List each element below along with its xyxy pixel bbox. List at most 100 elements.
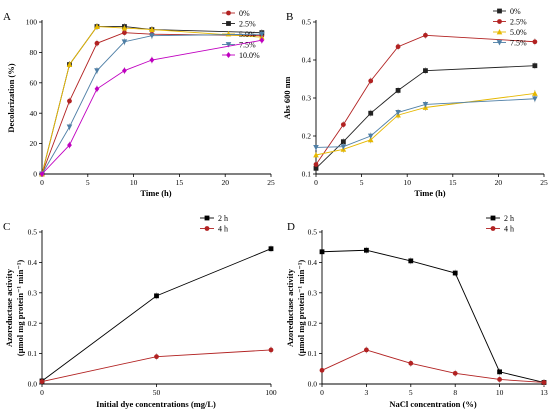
legend-marker: [204, 226, 210, 231]
data-point: [408, 360, 414, 366]
data-point: [122, 67, 127, 74]
legend-label: 2.5%: [510, 17, 527, 26]
x-tick-label: 25: [540, 178, 548, 187]
panel-letter: B: [286, 11, 293, 23]
legend-marker: [497, 8, 502, 14]
y-tick-label: 0.5: [28, 228, 38, 237]
legend-label: 0%: [239, 9, 250, 18]
series-line: [41, 26, 262, 175]
x-tick-label: 3: [365, 388, 369, 397]
y-tick-label: 0.1: [28, 349, 38, 358]
data-point: [94, 68, 100, 74]
data-point: [364, 247, 369, 253]
data-point: [340, 122, 346, 127]
data-point: [532, 63, 538, 69]
y-tick-label: 0: [33, 170, 37, 179]
data-point: [532, 39, 538, 45]
data-point: [149, 26, 155, 32]
panel-letter: D: [287, 221, 295, 233]
legend-label: 2 h: [218, 214, 228, 223]
x-tick-label: 15: [449, 178, 457, 187]
data-point: [313, 152, 319, 158]
y-tick-label: 0.3: [28, 288, 38, 297]
legend-marker: [496, 40, 503, 46]
data-point: [408, 258, 414, 264]
y-tick-label: 0.1: [308, 349, 318, 358]
legend-marker: [204, 215, 210, 221]
data-point: [364, 347, 369, 353]
x-tick-label: 25: [267, 178, 275, 187]
data-point: [541, 380, 547, 385]
y-tick-label: 0.2: [302, 132, 312, 141]
data-point: [319, 367, 325, 373]
x-tick-label: 20: [495, 178, 503, 187]
y-tick-label: 0.3: [308, 288, 318, 297]
y-tick-label: 0.4: [308, 258, 318, 267]
x-tick-label: 0: [314, 178, 318, 187]
data-point: [313, 145, 319, 151]
data-point: [422, 102, 429, 108]
series-line: [41, 39, 262, 175]
y-tick-label: 0.1: [302, 170, 312, 179]
legend-marker: [496, 29, 503, 35]
legend-marker: [497, 19, 502, 24]
data-point: [340, 144, 347, 150]
data-point: [368, 110, 374, 116]
data-point: [149, 57, 155, 63]
legend-marker: [226, 21, 231, 26]
data-point: [121, 25, 128, 31]
x-tick-label: 20: [221, 178, 229, 187]
legend-label: 7.5%: [239, 40, 256, 49]
legend-label: 10.0%: [239, 51, 260, 60]
y-axis-label: Azoreductase activity: [4, 268, 14, 347]
data-point: [423, 32, 428, 38]
y-tick-label: 0.5: [308, 228, 318, 237]
y-tick-label: 0.4: [28, 258, 38, 267]
panel-c: C 0 50 100 0.0 0.1 0.2 0.3 0.4 0.5 Initial dye con…: [3, 214, 277, 409]
legend-marker: [490, 215, 496, 221]
series-line: [41, 248, 272, 382]
x-tick-label: 10: [496, 388, 504, 397]
y-tick-label: 0.2: [28, 319, 38, 328]
data-point: [368, 78, 374, 84]
series-line: [41, 26, 262, 175]
x-tick-label: 0: [40, 178, 44, 187]
x-axis-label: Time (h): [140, 188, 171, 198]
data-point: [395, 88, 401, 93]
series-line: [315, 34, 535, 165]
data-point: [423, 68, 428, 74]
data-point: [319, 249, 325, 255]
data-point: [313, 165, 319, 171]
y-tick-label: 80: [30, 48, 38, 57]
data-point: [532, 90, 538, 96]
series-line: [41, 33, 262, 175]
data-point: [452, 370, 458, 376]
legend-label: 7.5%: [510, 38, 527, 47]
data-point: [259, 31, 265, 38]
panel-d: D 0 3 5 8 10 13 0.0 0.1 0.2 0.3 0.4 0.5 NaCl concentr…: [285, 214, 548, 409]
x-tick-label: 0: [320, 388, 324, 397]
legend-marker: [226, 10, 231, 16]
data-point: [67, 98, 72, 104]
x-tick-label: 0: [40, 388, 44, 397]
y-tick-label: 0.0: [28, 380, 38, 389]
data-point: [39, 379, 45, 384]
series-line: [41, 32, 262, 175]
x-axis-label: NaCl concentration (%): [389, 399, 477, 409]
data-point: [313, 162, 319, 167]
series-line: [315, 98, 535, 148]
legend-label: 4 h: [218, 224, 228, 233]
series-line: [321, 249, 545, 383]
legend-label: 4 h: [504, 224, 514, 233]
legend-marker: [490, 226, 496, 231]
legend-label: 5.0%: [510, 28, 527, 37]
series-line: [321, 349, 545, 383]
x-tick-label: 5: [409, 388, 413, 397]
legend-marker: [226, 52, 231, 58]
data-point: [154, 293, 159, 299]
legend-label: 2 h: [504, 214, 514, 223]
x-tick-label: 10: [403, 178, 411, 187]
series-line: [315, 65, 535, 169]
data-point: [340, 139, 346, 145]
data-point: [532, 96, 538, 102]
